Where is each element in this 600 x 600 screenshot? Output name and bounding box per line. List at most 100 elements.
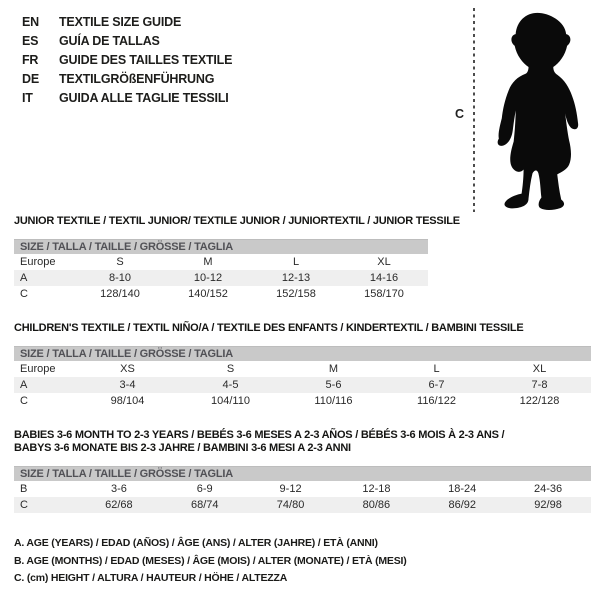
- table-cell: 122/128: [519, 395, 560, 407]
- table-cell: 158/170: [364, 288, 404, 300]
- row-label: Europe: [20, 256, 56, 268]
- table-cell: 8-10: [108, 272, 132, 284]
- row-label: B: [20, 483, 28, 495]
- table-row: C 98/104 104/110 110/116 116/122: [14, 393, 591, 409]
- row-label: Europe: [20, 363, 56, 375]
- table-cell: 7-8: [531, 379, 548, 391]
- table-cell: 128/140: [100, 288, 140, 300]
- table-row: Europe XS S M L XL: [14, 361, 591, 377]
- table-title: BABIES 3-6 MONTH TO 2-3 YEARS / BEBÉS 3-…: [14, 429, 592, 455]
- language-code: EN: [22, 15, 39, 29]
- table-cell: 18-24: [448, 483, 477, 495]
- row-cells: 62/68 68/74 74/80 80/86 86/92 92/98: [76, 497, 591, 513]
- table-cell: 12-18: [362, 483, 391, 495]
- table-cell: S: [116, 256, 124, 268]
- legend-line: B. AGE (MONTHS) / EDAD (MESES) / ÂGE (MO…: [14, 554, 407, 567]
- language-row: EN TEXTILE SIZE GUIDE: [22, 13, 232, 32]
- height-measure-dotted-line: [473, 8, 475, 212]
- table-row: C 62/68 68/74 74/80 80/86: [14, 497, 591, 513]
- table-cell: 6-9: [196, 483, 213, 495]
- table-cell: 3-4: [119, 379, 136, 391]
- table-cell: S: [226, 363, 235, 375]
- table-row: A 8-10 10-12 12-13 14-16: [14, 270, 428, 286]
- table-title-line: CHILDREN'S TEXTILE / TEXTIL NIÑO/A / TEX…: [14, 322, 524, 334]
- table-cell: 12-13: [281, 272, 311, 284]
- table-rows: Europe XS S M L XL: [14, 361, 591, 409]
- table-title: JUNIOR TEXTILE / TEXTIL JUNIOR/ TEXTILE …: [14, 215, 592, 228]
- legend-line: C. (cm) HEIGHT / ALTURA / HAUTEUR / HÖHE…: [14, 572, 288, 584]
- table-cell: 104/110: [211, 395, 250, 407]
- legend-line: A. AGE (YEARS) / EDAD (AÑOS) / ÂGE (ANS)…: [14, 537, 378, 549]
- size-table: CHILDREN'S TEXTILE / TEXTIL NIÑO/A / TEX…: [14, 322, 592, 409]
- table-cell: 62/68: [105, 499, 133, 511]
- table-row: Europe S M L XL: [14, 254, 428, 270]
- language-title: GUÍA DE TALLAS: [59, 34, 160, 48]
- table-cell: XS: [120, 363, 135, 375]
- height-figure: C: [452, 8, 598, 218]
- row-label: A: [20, 379, 28, 391]
- table-title-line: BABIES 3-6 MONTH TO 2-3 YEARS / BEBÉS 3-…: [14, 429, 505, 441]
- row-label: C: [20, 288, 28, 300]
- table-cell: 86/92: [448, 499, 476, 511]
- language-title: TEXTILE SIZE GUIDE: [59, 15, 182, 29]
- table-cell: 9-12: [279, 483, 302, 495]
- table-cell: 152/158: [276, 288, 316, 300]
- table-title-line: BABYS 3-6 MONATE BIS 2-3 JAHRE / BAMBINI…: [14, 442, 351, 454]
- table-cell: 80/86: [362, 499, 391, 511]
- language-title-list: EN TEXTILE SIZE GUIDE ES GUÍA DE TALLAS …: [22, 13, 232, 108]
- row-label: C: [20, 395, 28, 407]
- size-header-band: SIZE / TALLA / TAILLE / GRÖSSE / TAGLIA: [14, 346, 591, 361]
- size-header-band: SIZE / TALLA / TAILLE / GRÖSSE / TAGLIA: [14, 466, 591, 481]
- language-row: FR GUIDE DES TAILLES TEXTILE: [22, 51, 232, 70]
- row-label: A: [20, 272, 28, 284]
- table-rows: B 3-6 6-9 9-12 12-18: [14, 481, 591, 513]
- table-cell: 10-12: [193, 272, 223, 284]
- language-code: DE: [22, 72, 39, 86]
- row-cells: 98/104 104/110 110/116 116/122 122/128: [76, 393, 591, 409]
- table-cell: M: [328, 363, 339, 375]
- row-label: C: [20, 499, 28, 511]
- table-cell: L: [433, 363, 440, 375]
- row-cells: S M L XL: [76, 254, 428, 270]
- table-cell: 110/116: [314, 395, 353, 407]
- size-table: BABIES 3-6 MONTH TO 2-3 YEARS / BEBÉS 3-…: [14, 429, 592, 513]
- language-code: ES: [22, 34, 39, 48]
- language-title: GUIDE DES TAILLES TEXTILE: [59, 53, 233, 67]
- table-cell: 24-36: [533, 483, 563, 495]
- legend: A. AGE (YEARS) / EDAD (AÑOS) / ÂGE (ANS)…: [14, 535, 407, 588]
- table-cell: 140/152: [188, 288, 228, 300]
- table-cell: XL: [532, 363, 547, 375]
- table-row: C 128/140 140/152 152/158 158/170: [14, 286, 428, 302]
- table-cell: 6-7: [428, 379, 445, 391]
- table-cell: 4-5: [222, 379, 239, 391]
- language-code: IT: [22, 91, 33, 105]
- row-cells: 128/140 140/152 152/158 158/170: [76, 286, 428, 302]
- table-title: CHILDREN'S TEXTILE / TEXTIL NIÑO/A / TEX…: [14, 322, 592, 335]
- language-row: IT GUIDA ALLE TAGLIE TESSILI: [22, 89, 232, 108]
- table-cell: 98/104: [110, 395, 145, 407]
- table-cell: 74/80: [276, 499, 305, 511]
- table-row: B 3-6 6-9 9-12 12-18: [14, 481, 591, 497]
- row-cells: XS S M L XL: [76, 361, 591, 377]
- row-cells: 3-6 6-9 9-12 12-18 18-24 24-36: [76, 481, 591, 497]
- table-cell: M: [203, 256, 213, 268]
- height-measure-label: C: [455, 107, 465, 121]
- language-title: GUIDA ALLE TAGLIE TESSILI: [59, 91, 229, 105]
- table-cell: L: [292, 256, 300, 268]
- table-cell: 68/74: [190, 499, 219, 511]
- size-header-band: SIZE / TALLA / TAILLE / GRÖSSE / TAGLIA: [14, 239, 428, 254]
- table-cell: 92/98: [534, 499, 562, 511]
- table-cell: 14-16: [369, 272, 399, 284]
- table-rows: Europe S M L XL: [14, 254, 428, 302]
- language-row: ES GUÍA DE TALLAS: [22, 32, 232, 51]
- table-title-line: JUNIOR TEXTILE / TEXTIL JUNIOR/ TEXTILE …: [14, 215, 460, 227]
- size-table: JUNIOR TEXTILE / TEXTIL JUNIOR/ TEXTILE …: [14, 215, 592, 302]
- row-cells: 3-4 4-5 5-6 6-7 7-8: [76, 377, 591, 393]
- row-cells: 8-10 10-12 12-13 14-16: [76, 270, 428, 286]
- table-cell: 5-6: [325, 379, 342, 391]
- language-title: TEXTILGRÖßENFÜHRUNG: [59, 72, 215, 86]
- table-cell: 3-6: [110, 483, 127, 495]
- language-code: FR: [22, 53, 39, 67]
- table-cell: XL: [377, 256, 391, 268]
- size-tables: JUNIOR TEXTILE / TEXTIL JUNIOR/ TEXTILE …: [14, 215, 592, 533]
